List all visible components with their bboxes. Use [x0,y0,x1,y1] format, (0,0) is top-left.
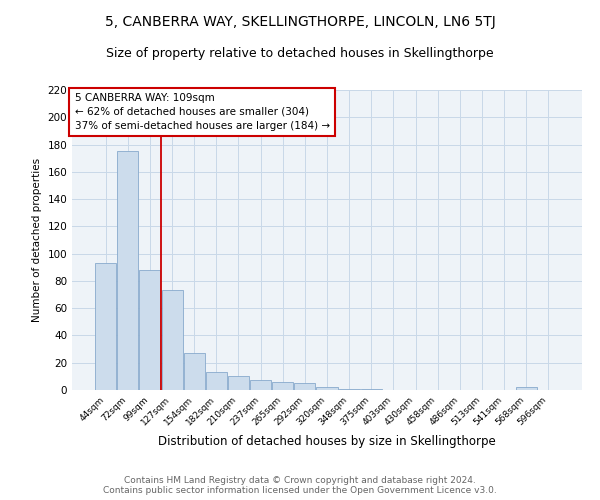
Bar [272,382,293,390]
Text: Contains HM Land Registry data © Crown copyright and database right 2024.
Contai: Contains HM Land Registry data © Crown c… [103,476,497,495]
Bar [338,388,359,390]
Bar [184,353,205,390]
Bar [118,152,139,390]
Bar [295,383,316,390]
Bar [139,270,160,390]
X-axis label: Distribution of detached houses by size in Skellingthorpe: Distribution of detached houses by size … [158,436,496,448]
Bar [161,290,182,390]
Bar [206,372,227,390]
Text: 5, CANBERRA WAY, SKELLINGTHORPE, LINCOLN, LN6 5TJ: 5, CANBERRA WAY, SKELLINGTHORPE, LINCOLN… [104,15,496,29]
Bar [361,388,382,390]
Bar [250,380,271,390]
Bar [316,388,338,390]
Text: Size of property relative to detached houses in Skellingthorpe: Size of property relative to detached ho… [106,48,494,60]
Bar [95,263,116,390]
Bar [515,388,536,390]
Text: 5 CANBERRA WAY: 109sqm
← 62% of detached houses are smaller (304)
37% of semi-de: 5 CANBERRA WAY: 109sqm ← 62% of detached… [74,93,329,131]
Bar [228,376,249,390]
Y-axis label: Number of detached properties: Number of detached properties [32,158,42,322]
